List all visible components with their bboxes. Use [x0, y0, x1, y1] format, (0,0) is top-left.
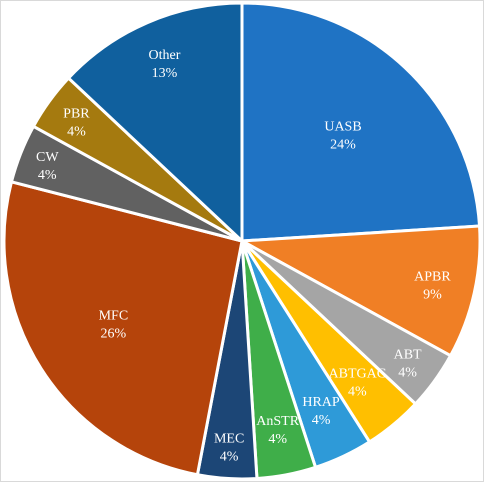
pie-slice-mfc	[2, 179, 244, 477]
slice-category-label: PBR	[63, 107, 90, 122]
slice-percent-label: 9%	[423, 288, 442, 303]
slice-category-label: MFC	[99, 309, 129, 324]
slice-category-label: Other	[149, 48, 181, 63]
slice-label-abtgac: ABTGAC 4%	[329, 366, 387, 399]
slice-label-mec: MEC 4%	[214, 431, 244, 464]
slice-percent-label: 4%	[398, 365, 417, 380]
slice-percent-label: 4%	[348, 384, 367, 399]
slice-label-pbr: PBR 4%	[63, 107, 90, 140]
slice-category-label: UASB	[324, 119, 361, 134]
slice-label-hrap: HRAP 4%	[302, 395, 340, 428]
slice-label-abt: ABT 4%	[394, 347, 422, 380]
slice-category-label: AnSTR	[256, 414, 299, 429]
pie-labels: UASB 24%APBR 9%ABT 4%ABTGAC 4%HRAP 4%AnSTR 4%M…	[36, 48, 451, 464]
slice-category-label: ABTGAC	[329, 366, 387, 381]
slice-label-cw: CW 4%	[36, 150, 59, 183]
pie-slice-uasb	[240, 1, 482, 243]
slice-percent-label: 4%	[67, 125, 86, 140]
slice-percent-label: 4%	[312, 413, 331, 428]
slice-percent-label: 4%	[220, 449, 239, 464]
pie-slice-apbr	[236, 224, 482, 358]
slice-percent-label: 4%	[38, 168, 57, 183]
slice-label-anstr: AnSTR 4%	[256, 414, 299, 447]
slice-label-mfc: MFC 26%	[99, 309, 129, 342]
slice-label-uasb: UASB 24%	[324, 119, 361, 152]
slice-percent-label: 24%	[330, 137, 356, 152]
slice-label-apbr: APBR 9%	[414, 270, 451, 303]
slice-percent-label: 4%	[268, 432, 287, 447]
pie-slice-other	[66, 1, 244, 245]
slice-percent-label: 13%	[152, 66, 178, 81]
slice-percent-label: 26%	[101, 327, 127, 342]
slice-category-label: ABT	[394, 347, 422, 362]
slice-category-label: CW	[36, 150, 59, 165]
slice-category-label: MEC	[214, 431, 244, 446]
slice-category-label: HRAP	[302, 395, 340, 410]
slice-category-label: APBR	[414, 270, 451, 285]
slice-label-other: Other 13%	[149, 48, 181, 81]
